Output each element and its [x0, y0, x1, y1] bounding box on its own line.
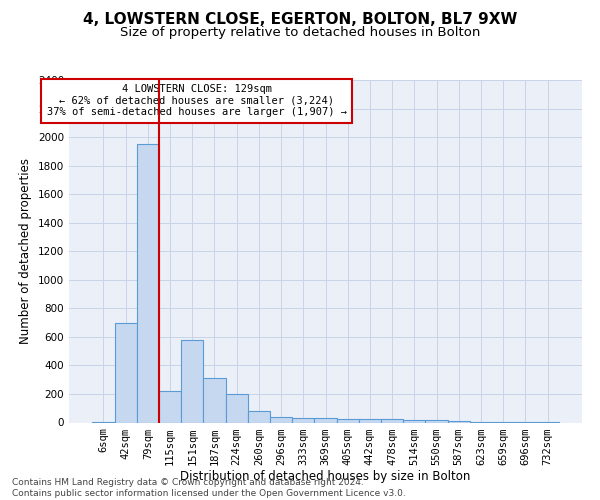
Bar: [203, 378, 226, 422]
Bar: [381, 419, 403, 422]
Bar: [181, 340, 203, 422]
X-axis label: Distribution of detached houses by size in Bolton: Distribution of detached houses by size …: [181, 470, 470, 484]
Bar: [403, 420, 425, 422]
Bar: [292, 418, 314, 422]
Bar: [337, 419, 359, 422]
Bar: [448, 421, 470, 422]
Bar: [115, 322, 137, 422]
Text: 4 LOWSTERN CLOSE: 129sqm
← 62% of detached houses are smaller (3,224)
37% of sem: 4 LOWSTERN CLOSE: 129sqm ← 62% of detach…: [47, 84, 347, 117]
Text: Size of property relative to detached houses in Bolton: Size of property relative to detached ho…: [120, 26, 480, 39]
Text: Contains HM Land Registry data © Crown copyright and database right 2024.
Contai: Contains HM Land Registry data © Crown c…: [12, 478, 406, 498]
Bar: [359, 419, 381, 422]
Bar: [137, 144, 159, 422]
Text: 4, LOWSTERN CLOSE, EGERTON, BOLTON, BL7 9XW: 4, LOWSTERN CLOSE, EGERTON, BOLTON, BL7 …: [83, 12, 517, 28]
Bar: [270, 417, 292, 422]
Y-axis label: Number of detached properties: Number of detached properties: [19, 158, 32, 344]
Bar: [248, 411, 270, 422]
Bar: [226, 394, 248, 422]
Bar: [314, 418, 337, 422]
Bar: [425, 420, 448, 422]
Bar: [159, 391, 181, 422]
